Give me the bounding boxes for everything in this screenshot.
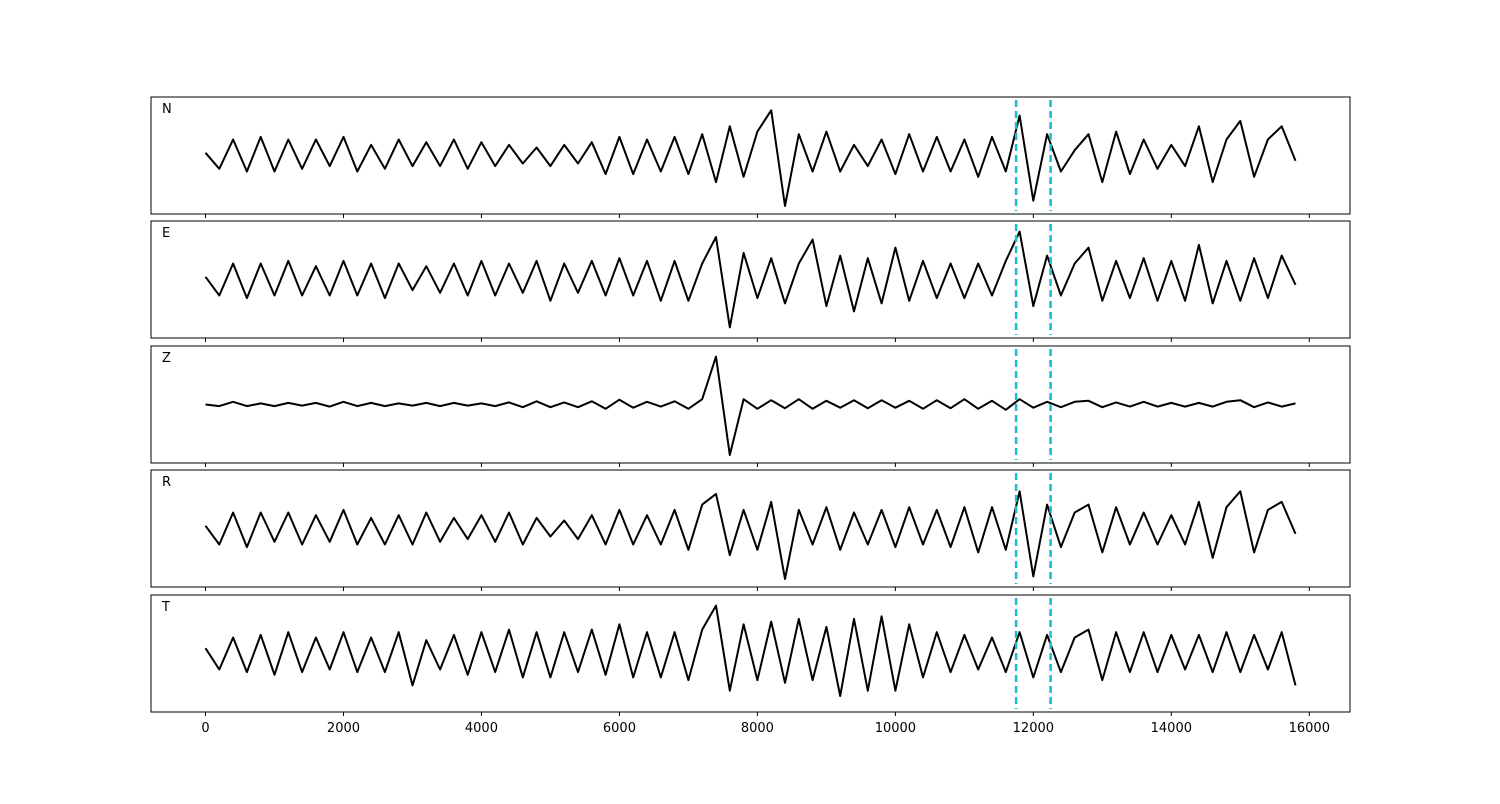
x-tick-label: 4000	[465, 721, 498, 736]
panel-label: T	[161, 600, 170, 615]
x-tick-label: 10000	[875, 721, 916, 736]
waveform	[204, 230, 1297, 329]
x-tick-label: 6000	[603, 721, 636, 736]
x-tick-label: 14000	[1151, 721, 1192, 736]
panel-label: R	[162, 475, 171, 490]
waveform	[204, 490, 1297, 580]
panel-frame	[150, 220, 1351, 339]
panel-frame	[150, 594, 1351, 713]
panel-frame	[150, 345, 1351, 464]
panel-label: N	[162, 102, 172, 117]
x-tick-label: 16000	[1289, 721, 1330, 736]
waveform	[205, 355, 1296, 456]
panel-frame	[150, 469, 1351, 588]
x-tick-label: 8000	[741, 721, 774, 736]
x-tick-label: 0	[201, 721, 209, 736]
waveform	[204, 604, 1297, 697]
panel-label: E	[162, 226, 170, 241]
x-tick-label: 12000	[1013, 721, 1054, 736]
x-tick-label: 2000	[327, 721, 360, 736]
panel-label: Z	[162, 351, 171, 366]
panel-frame	[150, 96, 1351, 215]
waveform	[204, 109, 1297, 207]
